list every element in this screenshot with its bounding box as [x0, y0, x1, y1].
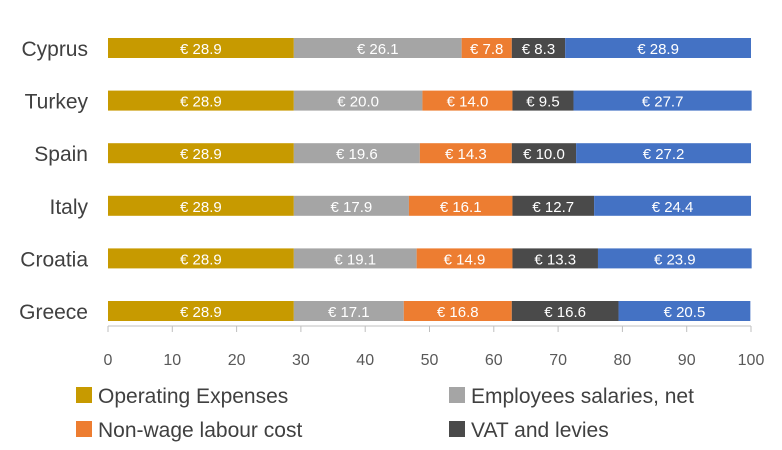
data-label: € 28.9: [180, 251, 222, 268]
bar-segment: [573, 90, 752, 111]
data-label: € 24.4: [652, 199, 694, 216]
bar-segment: [512, 195, 595, 216]
bar-segment: [408, 195, 513, 216]
bar-segment: [594, 195, 751, 216]
x-tick-label: 60: [485, 352, 503, 369]
x-tick-label: 50: [421, 352, 439, 369]
data-label: € 28.9: [180, 146, 222, 163]
data-label: € 14.9: [444, 251, 486, 268]
bar-segment: [511, 38, 566, 58]
data-label: € 26.1: [357, 41, 399, 58]
bar-segment: [512, 90, 574, 111]
data-label: € 14.0: [447, 94, 489, 111]
category-axis: Cyprus Turkey Spain Italy Croatia Greece: [19, 38, 88, 324]
data-label: € 28.9: [180, 41, 222, 58]
bar-segment: [416, 248, 513, 269]
bar-segment: [511, 301, 619, 321]
x-tick-label: 80: [614, 352, 632, 369]
data-label: € 17.9: [331, 199, 373, 216]
x-tick-label: 10: [163, 352, 181, 369]
legend-swatch: [449, 421, 465, 437]
bar-segment: [108, 195, 294, 216]
x-tick-label: 40: [356, 352, 374, 369]
data-label: € 7.8: [470, 41, 503, 58]
bar-segment: [422, 90, 513, 111]
bar-segment: [108, 38, 294, 58]
data-label: € 10.0: [523, 146, 565, 163]
bar-segment: [108, 248, 294, 269]
bar-segment: [293, 195, 409, 216]
legend: Operating Expenses Employees salaries, ne…: [76, 385, 694, 442]
category-label: Spain: [34, 143, 88, 166]
data-label: € 27.7: [642, 94, 684, 111]
bar-segment: [403, 301, 512, 321]
bar-segment: [461, 38, 512, 58]
data-label: € 19.6: [336, 146, 378, 163]
data-label: € 20.0: [337, 94, 379, 111]
bar-segment: [108, 301, 294, 321]
data-label: € 17.1: [328, 304, 370, 321]
bar-segment: [293, 143, 420, 164]
data-label: € 28.9: [180, 199, 222, 216]
data-label: € 8.3: [522, 41, 555, 58]
data-label: € 16.8: [437, 304, 479, 321]
data-label: € 12.7: [532, 199, 574, 216]
bar-segment: [293, 90, 423, 111]
bar-segment: [512, 248, 598, 269]
legend-swatch: [449, 387, 465, 403]
bar-segment: [293, 38, 462, 58]
bar-segment: [293, 301, 404, 321]
category-label: Italy: [49, 196, 88, 219]
bar-segment: [293, 248, 417, 269]
category-label: Croatia: [20, 248, 88, 271]
category-label: Turkey: [25, 91, 89, 114]
legend-label: Non-wage labour cost: [98, 419, 302, 442]
bar-segment: [565, 38, 751, 58]
bar-segment: [576, 143, 751, 164]
bars-layer: € 28.9 € 26.1 € 7.8 € 8.3 € 28.9 € 28.9 € 20.0…: [108, 38, 752, 321]
data-label: € 13.3: [534, 251, 576, 268]
data-label: € 14.3: [445, 146, 487, 163]
bar-segment: [108, 90, 294, 111]
x-tick-label: 30: [292, 352, 310, 369]
data-label: € 16.6: [544, 304, 586, 321]
data-label: € 9.5: [526, 94, 559, 111]
bar-segment: [419, 143, 512, 164]
x-tick-label: 70: [549, 352, 567, 369]
data-label: € 20.5: [664, 304, 706, 321]
category-label: Cyprus: [21, 38, 88, 61]
data-label: € 28.9: [180, 304, 222, 321]
data-label: € 27.2: [643, 146, 685, 163]
bar-segment: [597, 248, 752, 269]
bar-segment: [618, 301, 751, 321]
legend-label: Operating Expenses: [98, 385, 288, 408]
legend-swatch: [76, 421, 92, 437]
x-tick-label: 20: [228, 352, 246, 369]
data-label: € 28.9: [180, 94, 222, 111]
data-label: € 19.1: [334, 251, 376, 268]
x-tick-label: 90: [678, 352, 696, 369]
data-label: € 28.9: [637, 41, 679, 58]
legend-label: Employees salaries, net: [471, 385, 694, 408]
legend-label: VAT and levies: [471, 419, 609, 442]
x-tick-label: 100: [738, 352, 765, 369]
x-tick-label: 0: [104, 352, 113, 369]
category-label: Greece: [19, 301, 88, 324]
bar-segment: [511, 143, 577, 164]
data-label: € 16.1: [440, 199, 482, 216]
bar-segment: [108, 143, 294, 164]
data-label: € 23.9: [654, 251, 696, 268]
legend-swatch: [76, 387, 92, 403]
x-axis: 0 10 20 30 40 50 60 70 80 90 100: [104, 325, 765, 369]
